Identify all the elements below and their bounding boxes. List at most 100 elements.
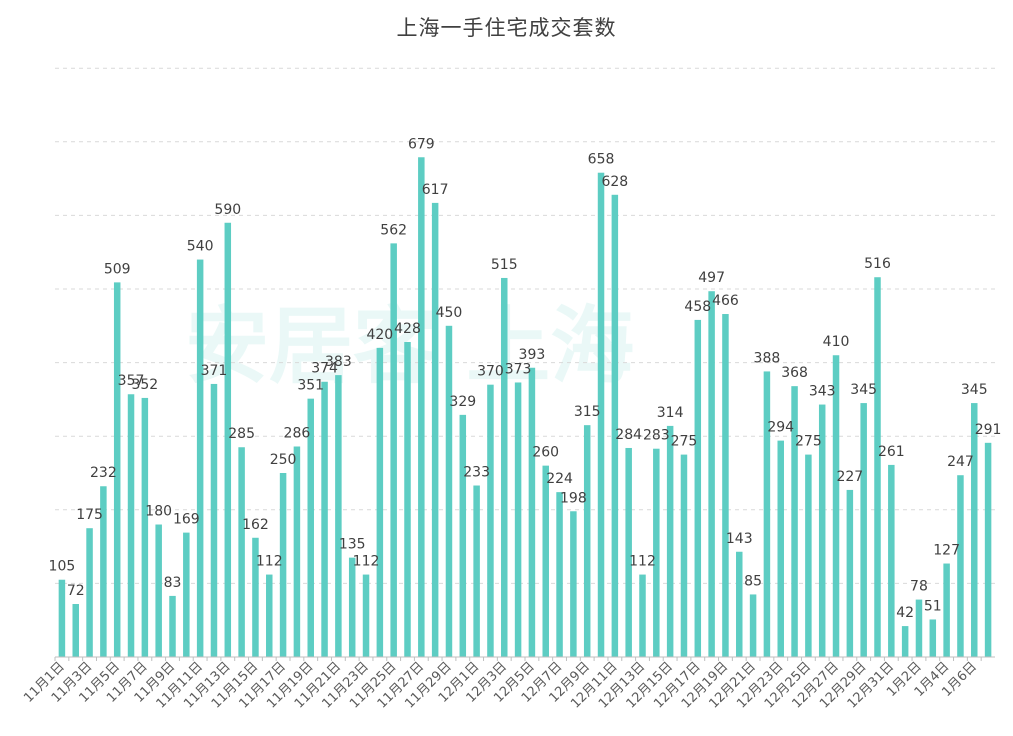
bar bbox=[58, 579, 66, 657]
data-label: 383 bbox=[325, 354, 352, 370]
bar bbox=[473, 485, 480, 657]
bar bbox=[210, 383, 218, 657]
data-label: 127 bbox=[933, 543, 960, 559]
data-label: 343 bbox=[809, 384, 836, 400]
bar bbox=[680, 454, 688, 657]
data-label: 198 bbox=[560, 490, 587, 506]
bar bbox=[874, 277, 881, 657]
data-label: 285 bbox=[228, 426, 255, 442]
data-label: 352 bbox=[131, 377, 158, 393]
data-label: 233 bbox=[463, 465, 490, 481]
bar bbox=[763, 371, 771, 657]
bar bbox=[252, 537, 259, 657]
bar bbox=[390, 243, 397, 658]
data-label: 232 bbox=[90, 465, 117, 481]
data-label: 370 bbox=[477, 364, 504, 380]
bar bbox=[597, 172, 605, 657]
data-label: 410 bbox=[823, 334, 850, 350]
data-label: 345 bbox=[850, 382, 877, 398]
data-label: 227 bbox=[836, 469, 863, 485]
data-label: 169 bbox=[173, 512, 200, 528]
bar bbox=[431, 202, 439, 657]
bar bbox=[224, 222, 232, 657]
bar bbox=[183, 532, 190, 657]
data-label: 658 bbox=[588, 152, 615, 168]
bar bbox=[957, 475, 964, 657]
data-label: 112 bbox=[256, 554, 283, 570]
data-label: 261 bbox=[878, 444, 905, 460]
bar bbox=[321, 381, 328, 657]
x-tick-labels: 11月1日11月3日11月5日11月7日11月9日11月11日11月13日11月… bbox=[21, 659, 980, 711]
bar bbox=[722, 314, 729, 657]
data-label: 393 bbox=[519, 347, 546, 363]
bar bbox=[929, 619, 937, 657]
bar bbox=[846, 489, 854, 657]
bar bbox=[362, 574, 370, 657]
bar bbox=[86, 528, 93, 657]
bar bbox=[293, 446, 301, 657]
bar bbox=[749, 594, 757, 657]
data-label: 617 bbox=[422, 182, 449, 198]
bar bbox=[971, 403, 978, 657]
x-axis bbox=[54, 656, 995, 661]
data-label: 180 bbox=[145, 504, 172, 520]
bar bbox=[901, 626, 909, 657]
bar bbox=[169, 595, 176, 657]
bar bbox=[556, 492, 563, 657]
bar bbox=[860, 403, 867, 657]
bars bbox=[58, 157, 992, 658]
data-label: 314 bbox=[657, 405, 684, 421]
bar bbox=[694, 319, 702, 657]
data-label: 388 bbox=[754, 350, 781, 366]
bar bbox=[653, 448, 660, 657]
bar bbox=[501, 277, 508, 657]
bar bbox=[127, 394, 135, 657]
bar bbox=[155, 524, 162, 657]
data-label: 105 bbox=[49, 559, 76, 575]
bar bbox=[791, 386, 798, 657]
bar bbox=[708, 291, 715, 657]
bar bbox=[100, 486, 107, 657]
data-label: 458 bbox=[684, 299, 711, 315]
bar bbox=[611, 194, 619, 658]
data-label: 72 bbox=[67, 583, 85, 599]
bar bbox=[542, 465, 549, 657]
bar bbox=[777, 440, 784, 657]
bar bbox=[335, 375, 342, 657]
data-label: 368 bbox=[781, 365, 808, 381]
bar bbox=[915, 599, 923, 657]
bar bbox=[113, 282, 121, 657]
data-label: 562 bbox=[380, 222, 407, 238]
bar bbox=[736, 551, 743, 657]
data-label: 284 bbox=[615, 427, 642, 443]
data-label: 143 bbox=[726, 531, 753, 547]
bar bbox=[943, 563, 950, 657]
data-label: 112 bbox=[629, 554, 656, 570]
bar bbox=[141, 397, 149, 657]
data-label: 345 bbox=[961, 382, 988, 398]
data-label: 373 bbox=[505, 361, 532, 377]
bar bbox=[583, 425, 591, 657]
bar bbox=[307, 398, 314, 657]
data-label: 286 bbox=[284, 426, 311, 442]
data-label: 112 bbox=[353, 554, 380, 570]
data-label: 85 bbox=[744, 573, 762, 589]
data-label: 374 bbox=[311, 361, 338, 377]
data-label: 83 bbox=[164, 575, 182, 591]
data-label: 509 bbox=[104, 261, 131, 277]
data-label: 628 bbox=[601, 174, 628, 190]
data-label: 283 bbox=[643, 428, 670, 444]
bar bbox=[639, 574, 646, 657]
bar bbox=[196, 259, 204, 657]
data-label: 450 bbox=[436, 305, 463, 321]
data-label: 260 bbox=[532, 445, 559, 461]
data-label: 540 bbox=[187, 239, 214, 255]
data-label: 420 bbox=[366, 327, 393, 343]
bar bbox=[514, 382, 522, 657]
chart-title: 上海一手住宅成交套数 bbox=[396, 16, 617, 40]
bar bbox=[376, 347, 384, 657]
bar bbox=[888, 464, 895, 657]
bar bbox=[805, 454, 812, 657]
